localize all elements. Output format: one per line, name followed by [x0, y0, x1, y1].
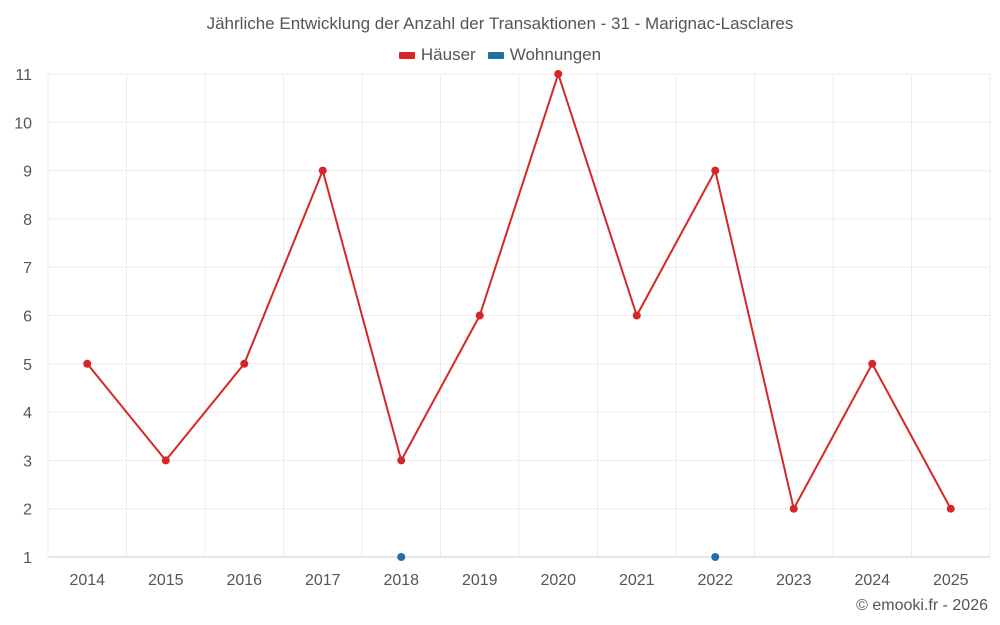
- data-point-wohnungen: [397, 553, 406, 561]
- data-point-haeuser: [946, 504, 955, 513]
- series-line-haeuser: [86, 73, 952, 510]
- legend-swatch-haeuser: [398, 51, 415, 59]
- x-tick-label: 2020: [540, 572, 576, 589]
- x-tick-label: 2017: [305, 572, 341, 589]
- data-point-wohnungen: [711, 553, 720, 561]
- data-point-haeuser: [83, 359, 92, 368]
- y-tick-label: 6: [23, 309, 32, 326]
- x-tick-label: 2014: [69, 572, 105, 589]
- y-tick-label: 2: [23, 502, 32, 519]
- data-point-haeuser: [475, 311, 484, 320]
- y-tick-label: 10: [14, 115, 32, 132]
- y-tick-label: 7: [23, 260, 32, 277]
- data-point-haeuser: [711, 166, 720, 175]
- data-point-haeuser: [789, 504, 798, 513]
- data-point-haeuser: [868, 359, 877, 368]
- x-tick-label: 2024: [854, 572, 890, 589]
- y-tick-label: 4: [23, 405, 32, 422]
- y-tick-label: 8: [23, 212, 32, 229]
- x-tick-label: 2022: [697, 572, 733, 589]
- y-tick-label: 11: [15, 67, 32, 84]
- x-tick-label: 2019: [462, 572, 498, 589]
- x-tick-label: 2021: [619, 572, 655, 589]
- legend-swatch-wohnungen: [487, 51, 504, 59]
- data-point-haeuser: [161, 456, 170, 465]
- x-tick-label: 2025: [933, 572, 969, 589]
- credit-text: © emooki.fr - 2026: [856, 597, 988, 614]
- data-point-haeuser: [632, 311, 641, 320]
- chart-title: Jährliche Entwicklung der Anzahl der Tra…: [206, 14, 794, 33]
- x-tick-label: 2018: [383, 572, 419, 589]
- data-point-haeuser: [554, 70, 563, 78]
- x-tick-label: 2015: [148, 572, 184, 589]
- chart-legend: Häuser Wohnungen: [0, 45, 1000, 65]
- y-tick-label: 5: [23, 357, 32, 374]
- x-tick-label: 2016: [226, 572, 262, 589]
- legend-label-wohnungen: Wohnungen: [509, 45, 602, 64]
- data-point-haeuser: [397, 456, 406, 465]
- y-tick-label: 9: [23, 164, 32, 181]
- y-tick-label: 3: [23, 453, 32, 470]
- y-tick-label: 1: [23, 550, 32, 567]
- legend-item-wohnungen[interactable]: Wohnungen: [487, 45, 602, 65]
- x-tick-label: 2023: [776, 572, 812, 589]
- data-point-haeuser: [318, 166, 327, 175]
- legend-item-haeuser[interactable]: Häuser: [398, 45, 476, 65]
- legend-label-haeuser: Häuser: [420, 45, 476, 64]
- data-point-haeuser: [240, 359, 249, 368]
